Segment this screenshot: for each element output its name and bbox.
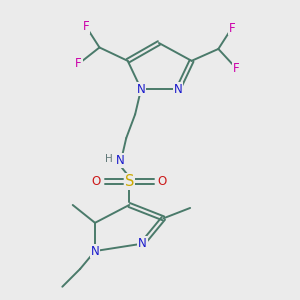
Text: N: N	[138, 237, 147, 250]
Text: N: N	[116, 154, 125, 167]
Text: N: N	[137, 82, 146, 96]
Text: F: F	[228, 22, 235, 34]
Text: N: N	[174, 82, 183, 96]
Text: N: N	[91, 244, 99, 258]
Text: O: O	[157, 175, 167, 188]
Text: F: F	[83, 20, 89, 33]
Text: F: F	[233, 62, 239, 75]
Text: H: H	[105, 154, 113, 164]
Text: S: S	[124, 174, 134, 189]
Text: O: O	[92, 175, 101, 188]
Text: F: F	[75, 57, 82, 70]
